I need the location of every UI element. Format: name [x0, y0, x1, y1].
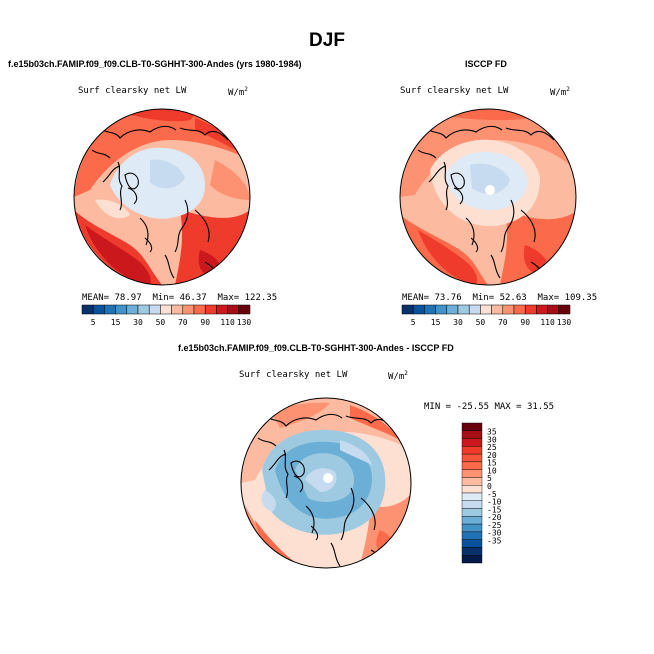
panel2-colorbar-tick-label: 70 [498, 318, 508, 327]
panel1-colorbar-swatch [182, 304, 195, 315]
diff-colorbar-swatch [461, 461, 483, 470]
panel2-colorbar-tick-label: 5 [411, 318, 416, 327]
diff-colorbar-tick-label: -5 [487, 490, 497, 499]
diff-colorbar-swatch [461, 485, 483, 494]
panel2-colorbar-swatch [558, 304, 571, 315]
panel1-case-title: f.e15b03ch.FAMIP.f09_f09.CLB-T0-SGHHT-30… [8, 59, 302, 69]
diff-colorbar-swatch [461, 531, 483, 540]
panel2-colorbar-swatch [424, 304, 436, 315]
panel2-colorbar-tick-label: 50 [476, 318, 486, 327]
panel2-variable-label: Surf clearsky net LW [400, 86, 509, 96]
diff-colorbar-tick-label: -20 [487, 513, 502, 522]
panel2-units: W/m2 [550, 86, 570, 98]
panel2-stats: MEAN= 73.76 Min= 52.63 Max= 109.35 [402, 293, 598, 303]
diff-colorbar-tick-label: 35 [487, 428, 497, 437]
diff-variable-label: Surf clearsky net LW [239, 370, 348, 380]
diff-colorbar-swatch [461, 469, 483, 478]
diff-colorbar-tick-label: 0 [487, 482, 492, 491]
diff-map [240, 397, 412, 569]
panel1-colorbar: 5 15 30 50 70 90 110 130 [81, 304, 252, 327]
diff-colorbar-swatch [461, 500, 483, 509]
panel2-colorbar-swatch [536, 304, 548, 315]
diff-colorbar-swatch [461, 422, 483, 431]
diff-colorbar-swatch [461, 547, 483, 556]
panel2-colorbar-tick-label: 30 [453, 318, 463, 327]
diff-colorbar-tick-label: -15 [487, 505, 502, 514]
diff-colorbar-tick-label: -30 [487, 529, 502, 538]
page-title: DJF [309, 30, 345, 51]
panel1-colorbar-tick-label: 110 [220, 318, 235, 327]
panel1-colorbar-tick-label: 15 [111, 318, 121, 327]
diff-colorbar-tick-label: 30 [487, 435, 497, 444]
panel1-colorbar-swatch [160, 304, 172, 315]
panel1-stats: MEAN= 78.97 Min= 46.37 Max= 122.35 [82, 293, 278, 303]
panel2-colorbar-swatch [513, 304, 526, 315]
diff-colorbar-swatch [461, 453, 483, 463]
panel2-case-title: ISCCP FD [465, 59, 507, 69]
diff-colorbar-swatch [461, 508, 483, 517]
panel1-colorbar-swatch [216, 304, 228, 315]
panel2-colorbar-swatch [524, 304, 537, 315]
diff-colorbar-tick-label: 5 [487, 474, 492, 483]
panel1-colorbar-swatch [227, 304, 240, 315]
panel2-colorbar-swatch [446, 304, 459, 315]
panel2-colorbar-swatch [502, 304, 515, 315]
diff-colorbar-swatch [461, 555, 483, 564]
panel1-colorbar-tick-label: 70 [178, 318, 188, 327]
diff-colorbar-tick-label: -25 [487, 521, 502, 530]
panel2-colorbar-swatch [468, 304, 481, 315]
panel2-colorbar-swatch [480, 304, 492, 315]
diff-colorbar-tick-label: -10 [487, 498, 502, 507]
panel1-variable-label: Surf clearsky net LW [78, 86, 187, 96]
diff-colorbar-tick-label: 25 [487, 443, 497, 452]
panel1-colorbar-tick-label: 90 [200, 318, 210, 327]
panel1-map [73, 108, 251, 286]
diff-units: W/m2 [388, 370, 408, 382]
panel1-colorbar-swatch [204, 304, 217, 315]
diff-colorbar-swatch [461, 438, 483, 447]
panel1-colorbar-swatch [81, 304, 94, 315]
panel1-colorbar-tick-label: 50 [156, 318, 166, 327]
panel1-colorbar-swatch [126, 304, 139, 315]
diff-colorbar-swatch [461, 492, 483, 501]
diff-colorbar-tick-label: 10 [487, 466, 497, 475]
panel1-colorbar-swatch [238, 304, 251, 315]
diff-colorbar-tick-label: -35 [487, 536, 502, 545]
panel2-map [399, 108, 577, 286]
panel1-colorbar-tick-label: 30 [133, 318, 143, 327]
panel2-colorbar-swatch [491, 304, 504, 315]
panel2-colorbar-swatch [547, 304, 560, 315]
diff-colorbar-swatch [461, 477, 483, 486]
panel1-colorbar-swatch [193, 304, 206, 315]
panel2-colorbar-tick-label: 90 [520, 318, 530, 327]
diff-colorbar-swatch [461, 446, 483, 455]
panel1-colorbar-swatch [137, 304, 150, 315]
diff-case-title: f.e15b03ch.FAMIP.f09_f09.CLB-T0-SGHHT-30… [178, 343, 454, 353]
panel1-colorbar-swatch [148, 304, 161, 315]
panel2-colorbar-tick-label: 130 [557, 318, 572, 327]
panel1-colorbar-tick-label: 130 [237, 318, 252, 327]
panel2-colorbar-tick-label: 15 [431, 318, 441, 327]
panel1-colorbar-tick-label: 5 [91, 318, 96, 327]
panel2-colorbar-swatch [412, 304, 425, 315]
panel2-colorbar-swatch [457, 304, 470, 315]
panel1-colorbar-swatch [115, 304, 128, 315]
diff-colorbar-swatch [461, 516, 483, 525]
diff-colorbar-swatch [461, 430, 483, 439]
panel2-colorbar-swatch [401, 304, 414, 315]
diff-minmax: MIN = -25.55 MAX = 31.55 [424, 402, 555, 412]
panel1-colorbar-swatch [171, 304, 184, 315]
diff-colorbar-swatch [461, 523, 483, 533]
diff-colorbar-swatch [461, 539, 483, 548]
panel1-units: W/m2 [228, 86, 248, 98]
panel2-colorbar: 5 15 30 50 70 90 110 130 [401, 304, 572, 327]
panel1-colorbar-swatch [92, 304, 105, 315]
panel2-colorbar-tick-label: 110 [540, 318, 555, 327]
panel1-colorbar-swatch [104, 304, 116, 315]
panel2-colorbar-swatch [435, 304, 448, 315]
diff-colorbar-tick-label: 15 [487, 459, 497, 468]
diff-colorbar-tick-label: 20 [487, 451, 497, 460]
